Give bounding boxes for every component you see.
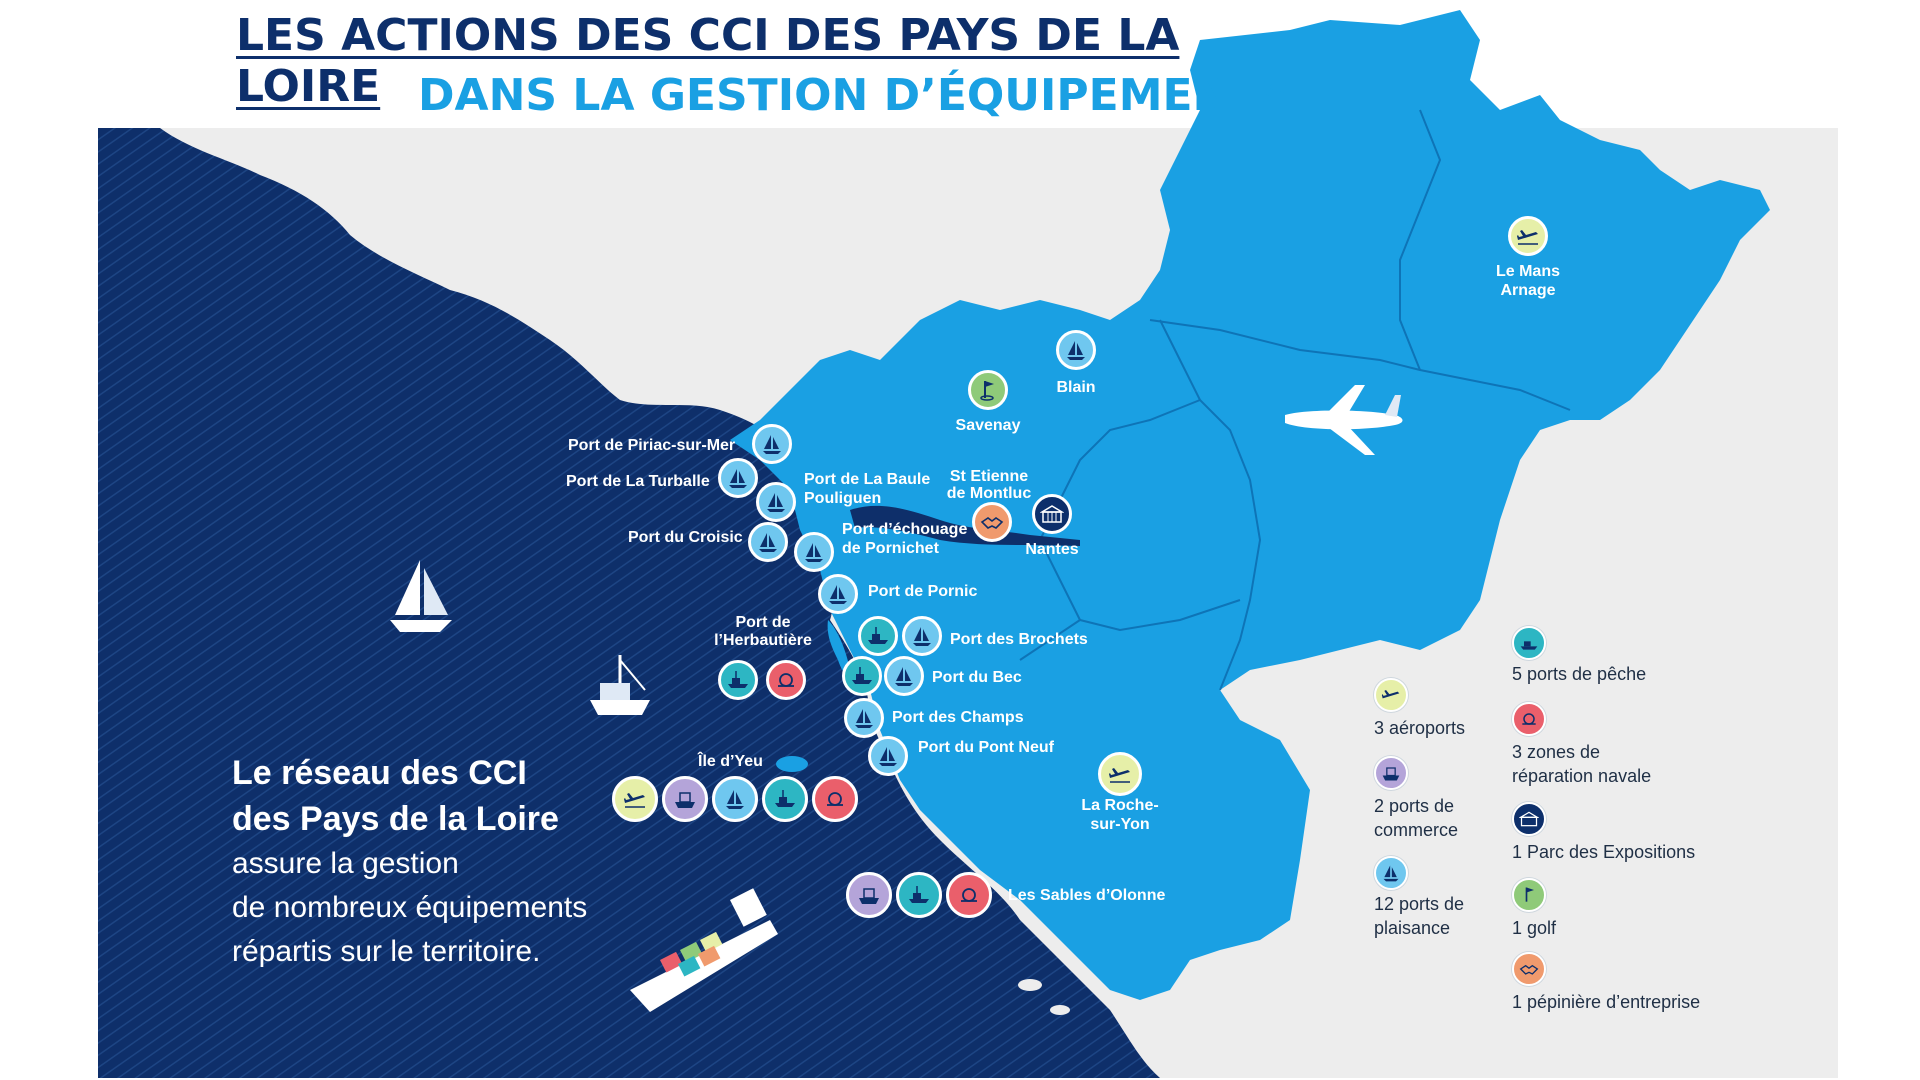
- label-yeu: Île d’Yeu: [698, 753, 763, 770]
- handshake-icon: [972, 502, 1012, 542]
- repair-icon: [946, 872, 992, 918]
- sailboat-icon: [818, 574, 858, 614]
- title-line-2: DANS LA GESTION D’ÉQUIPEMENTS: [418, 70, 1292, 121]
- fishing-boat-icon: [762, 776, 808, 822]
- sailboat-icon: [748, 522, 788, 562]
- sailboat-icon: [902, 616, 942, 656]
- fishing-boat-illustration: [590, 655, 650, 715]
- label-herbaudiere: Port de l’Herbautière: [714, 614, 812, 649]
- sailboat-icon: [712, 776, 758, 822]
- repair-icon: [812, 776, 858, 822]
- ile-d-yeu: [776, 756, 808, 772]
- legend-repair-icon: [1512, 702, 1546, 736]
- loire-estuary: [850, 505, 1080, 546]
- label-champs: Port des Champs: [892, 709, 1024, 726]
- sea: [98, 128, 1160, 1078]
- plane-icon: [1098, 752, 1142, 796]
- legend-sailboat-icon: [1374, 856, 1408, 890]
- label-roche: La Roche- sur-Yon: [1081, 797, 1159, 833]
- legend-aeroports: 3 aéroports: [1374, 718, 1466, 738]
- label-piriac: Port de Piriac-sur-Mer: [568, 437, 736, 454]
- legend-reparation: 3 zones de réparation navale: [1512, 742, 1652, 786]
- label-st-etienne: St Etienne de Montluc: [946, 468, 1032, 502]
- department-borders: [1019, 109, 1571, 691]
- label-pornic: Port de Pornic: [868, 583, 978, 600]
- sailboat-icon: [1056, 330, 1096, 370]
- exhibition-icon: [1032, 494, 1072, 534]
- label-savenay: Savenay: [955, 417, 1021, 434]
- legend-commerce: 2 ports de commerce: [1374, 796, 1459, 840]
- cargo-ship-icon: [662, 776, 708, 822]
- intro-line-1: assure la gestion: [232, 847, 459, 880]
- intro-heading-2: des Pays de la Loire: [232, 800, 559, 838]
- label-pont-neuf: Port du Pont Neuf: [918, 739, 1054, 756]
- sailboat-icon: [752, 424, 792, 464]
- repair-icon: [766, 660, 806, 700]
- label-croisic: Port du Croisic: [628, 529, 743, 546]
- fishing-boat-icon: [858, 616, 898, 656]
- label-nantes: Nantes: [1025, 541, 1079, 558]
- fishing-boat-icon: [718, 660, 758, 700]
- region-pays-de-la-loire: [730, 10, 1770, 1000]
- label-brochets: Port des Brochets: [950, 631, 1088, 648]
- label-blain: Blain: [1056, 379, 1096, 396]
- plane-icon: [1508, 216, 1548, 256]
- legend-plaisance: 12 ports de plaisance: [1374, 894, 1465, 938]
- cargo-ship-illustration: [630, 888, 778, 1012]
- legend-handshake-icon: [1512, 952, 1546, 986]
- noirmoutier-island: [827, 620, 850, 675]
- sailboat-icon: [756, 482, 796, 522]
- sailboat-icon: [794, 532, 834, 572]
- label-baule: Port de La Baule Pouliguen: [804, 471, 931, 507]
- legend-expositions: 1 Parc des Expositions: [1512, 842, 1696, 862]
- legend-cargo-ship-icon: [1374, 756, 1408, 790]
- sailboat-icon: [868, 736, 908, 776]
- legend-peche: 5 ports de pêche: [1512, 664, 1647, 684]
- title-line-1: LES ACTIONS DES CCI DES PAYS DE LA LOIRE: [236, 10, 1180, 112]
- intro-line-2: de nombreux équipements: [232, 891, 588, 924]
- cargo-ship-icon: [846, 872, 892, 918]
- sailboat-illustration: [390, 560, 452, 632]
- intro-text: Le réseau des CCI des Pays de la Loire a…: [232, 750, 587, 974]
- legend-exhibition-icon: [1512, 802, 1546, 836]
- legend-fishing-boat-icon: [1512, 626, 1546, 660]
- intro-line-3: répartis sur le territoire.: [232, 935, 541, 968]
- label-bec: Port du Bec: [932, 669, 1022, 686]
- sailboat-icon: [718, 458, 758, 498]
- fishing-boat-icon: [896, 872, 942, 918]
- legend-golf-icon: [1512, 878, 1546, 912]
- sailboat-icon: [884, 656, 924, 696]
- label-sables: Les Sables d’Olonne: [1008, 887, 1166, 904]
- sailboat-icon: [844, 698, 884, 738]
- fishing-boat-icon: [842, 656, 882, 696]
- intro-heading-1: Le réseau des CCI: [232, 754, 527, 792]
- label-turballe: Port de La Turballe: [566, 473, 710, 490]
- legend-plane-icon: [1374, 678, 1408, 712]
- legend-pepiniere: 1 pépinière d’entreprise: [1512, 992, 1701, 1012]
- golf-icon: [968, 370, 1008, 410]
- label-le-mans: Le Mans Arnage: [1495, 263, 1560, 299]
- legend-golf: 1 golf: [1512, 918, 1557, 938]
- airplane-illustration: [1285, 385, 1403, 455]
- plane-icon: [612, 776, 658, 822]
- label-pornichet: Port d’échouage de Pornichet: [842, 521, 968, 557]
